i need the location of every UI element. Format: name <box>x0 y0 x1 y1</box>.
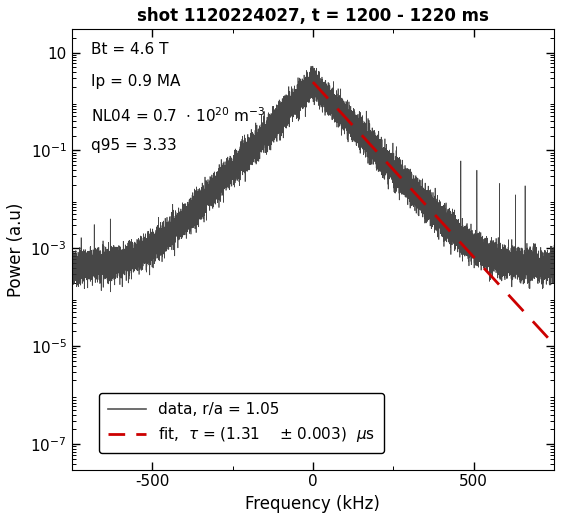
Y-axis label: Power (a.u): Power (a.u) <box>7 202 25 296</box>
Text: q95 = 3.33: q95 = 3.33 <box>91 138 177 152</box>
Title: shot 1120224027, t = 1200 - 1220 ms: shot 1120224027, t = 1200 - 1220 ms <box>137 7 489 25</box>
Text: Bt = 4.6 T: Bt = 4.6 T <box>91 43 168 58</box>
Legend: data, r/a = 1.05, fit,  $\tau$ = (1.31    $\pm$ 0.003)  $\mu$s: data, r/a = 1.05, fit, $\tau$ = (1.31 $\… <box>99 393 384 453</box>
X-axis label: Frequency (kHz): Frequency (kHz) <box>246 495 380 513</box>
Text: NL04 = 0.7  $\cdot$ 10$^{20}$ m$^{-3}$: NL04 = 0.7 $\cdot$ 10$^{20}$ m$^{-3}$ <box>91 106 265 125</box>
Text: Ip = 0.9 MA: Ip = 0.9 MA <box>91 74 181 89</box>
